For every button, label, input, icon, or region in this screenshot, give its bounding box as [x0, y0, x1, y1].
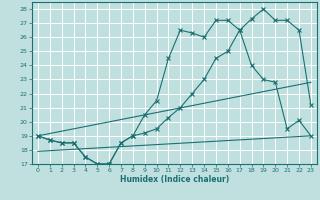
X-axis label: Humidex (Indice chaleur): Humidex (Indice chaleur) — [120, 175, 229, 184]
